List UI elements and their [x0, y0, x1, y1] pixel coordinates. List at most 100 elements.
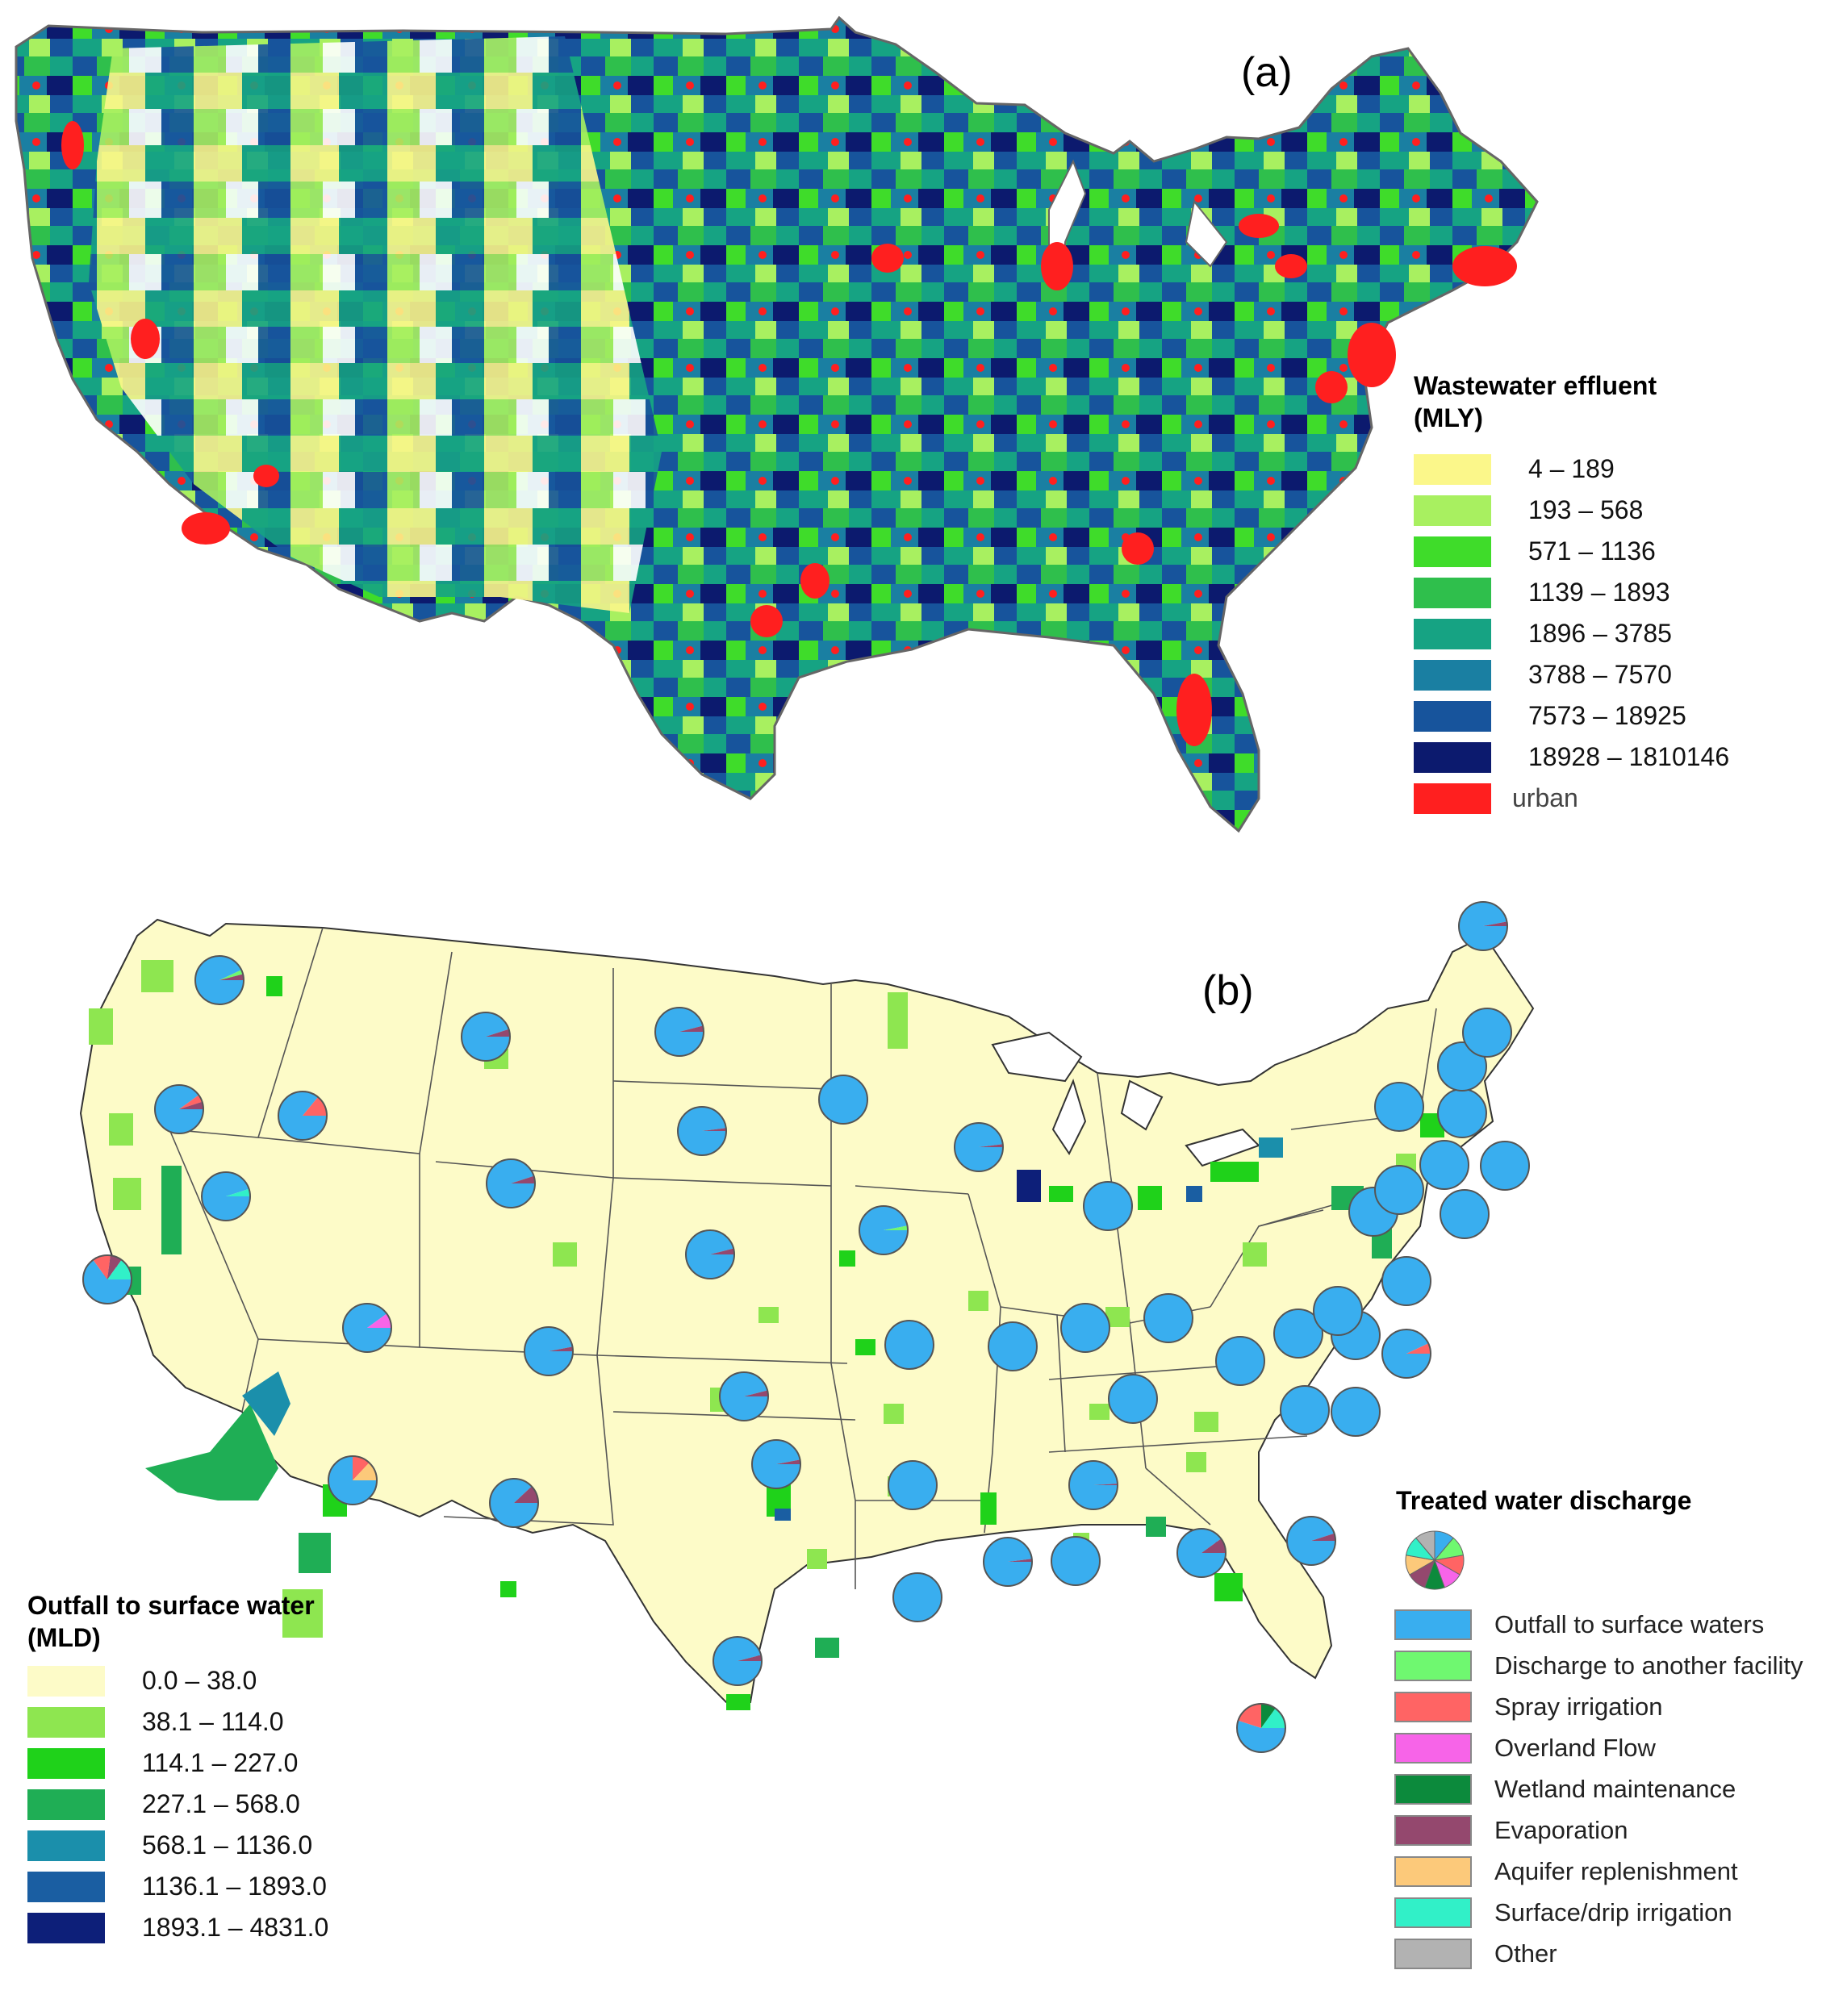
legend-treated-title: Treated water discharge [1396, 1486, 1692, 1515]
state-pie [1480, 1141, 1530, 1191]
state-pie [719, 1371, 769, 1421]
state-pie [342, 1303, 392, 1353]
pie-outline [1381, 1329, 1431, 1379]
pie-outline [685, 1229, 735, 1279]
legend-outfall-title-line1: Outfall to surface water [27, 1591, 315, 1620]
legend-a-title-line1: Wastewater effluent [1414, 371, 1657, 400]
legend-outfall-label: 568.1 – 1136.0 [142, 1830, 313, 1859]
state-pie [1419, 1140, 1469, 1190]
legend-a-swatch [1414, 783, 1491, 814]
pie-slice [1375, 1083, 1423, 1131]
legend-treated-item: Evaporation [1394, 1809, 1803, 1851]
pie-slice [678, 1107, 726, 1156]
state-pie [884, 1320, 934, 1370]
pie-outline [1215, 1336, 1265, 1386]
pie-slice [955, 1122, 1003, 1171]
legend-treated-swatch [1394, 1773, 1472, 1805]
pie-outline [983, 1537, 1033, 1587]
legend-a-swatch [1414, 495, 1491, 526]
legend-outfall: Outfall to surface water (MLD) 0.0 – 38.… [27, 1589, 328, 1948]
pie-slice [462, 1012, 510, 1062]
legend-outfall-label: 227.1 – 568.0 [142, 1789, 300, 1818]
state-pie [194, 955, 244, 1005]
legend-outfall-swatch [27, 1747, 105, 1779]
legend-treated-item: Aquifer replenishment [1394, 1851, 1803, 1892]
pie-slice [1274, 1309, 1323, 1358]
legend-outfall-swatch [27, 1789, 105, 1820]
state-pie [954, 1122, 1004, 1172]
pie-outline [677, 1106, 727, 1156]
legend-a-item: 193 – 568 [1414, 490, 1729, 531]
pie-outline [1440, 1189, 1490, 1239]
state-pie [461, 1012, 511, 1062]
panel-b-label: (b) [1202, 967, 1254, 1014]
state-pie [1068, 1460, 1118, 1510]
legend-a-item: 1139 – 1893 [1414, 572, 1729, 613]
pie-slice [1144, 1294, 1193, 1342]
pie-outline [1286, 1516, 1336, 1566]
legend-treated-swatch [1394, 1897, 1472, 1928]
legend-treated-item: Surface/drip irrigation [1394, 1892, 1803, 1933]
state-pie [328, 1455, 378, 1505]
pie-outline [1462, 1008, 1512, 1058]
pie-outline [1280, 1385, 1330, 1435]
state-pie [1215, 1336, 1265, 1386]
legend-a-item: 7573 – 18925 [1414, 695, 1729, 737]
pie-outline [1108, 1374, 1158, 1424]
pie-slice [1481, 1142, 1529, 1190]
legend-treated-item: Wetland maintenance [1394, 1768, 1803, 1809]
pie-outline [461, 1012, 511, 1062]
legend-treated-label: Surface/drip irrigation [1494, 1897, 1732, 1926]
pie-slice [744, 1390, 768, 1396]
map-a [15, 15, 1539, 833]
legend-outfall-title-line2: (MLD) [27, 1623, 101, 1652]
pie-slice [1440, 1190, 1489, 1238]
pie-outline [1236, 1703, 1286, 1753]
state-pie [1108, 1374, 1158, 1424]
pie-slice [1093, 1484, 1118, 1485]
pie-outline [1313, 1286, 1363, 1336]
pie-slice [303, 1096, 327, 1116]
state-pie [486, 1158, 536, 1208]
legend-treated-item: Outfall to surface waters [1394, 1604, 1803, 1645]
legend-a-swatch [1414, 618, 1491, 649]
state-pie [1381, 1256, 1431, 1306]
legend-outfall-item: 1136.1 – 1893.0 [27, 1866, 328, 1907]
legend-a-label: 1896 – 3785 [1528, 619, 1672, 648]
state-pie [1437, 1088, 1487, 1138]
legend-outfall-item: 1893.1 – 4831.0 [27, 1907, 328, 1948]
sample-pie-slice [1415, 1530, 1435, 1562]
state-pie [1280, 1385, 1330, 1435]
legend-outfall-item: 38.1 – 114.0 [27, 1701, 328, 1743]
legend-a-item: 4 – 189 [1414, 449, 1729, 490]
legend-outfall-label: 1136.1 – 1893.0 [142, 1872, 327, 1901]
legend-a-label: 7573 – 18925 [1528, 701, 1686, 730]
state-pie [1143, 1293, 1193, 1343]
pie-slice [1314, 1287, 1362, 1335]
legend-treated-swatch [1394, 1938, 1472, 1969]
pie-outline [1374, 1082, 1424, 1132]
state-pie [154, 1084, 204, 1134]
legend-treated-item: Spray irrigation [1394, 1686, 1803, 1727]
legend-a-swatch [1414, 659, 1491, 691]
state-pie [1273, 1309, 1323, 1359]
pie-slice [1406, 1343, 1431, 1354]
legend-a-label: 3788 – 7570 [1528, 660, 1672, 689]
legend-a-label: 193 – 568 [1528, 495, 1644, 524]
pie-outline [1143, 1293, 1193, 1343]
legend-treated-swatch [1394, 1609, 1472, 1640]
pie-slice [511, 1175, 535, 1183]
pie-slice [1331, 1388, 1380, 1436]
legend-outfall-swatch [27, 1871, 105, 1902]
legend-treated-label: Outfall to surface waters [1494, 1609, 1765, 1638]
west-region-a [89, 36, 662, 613]
legend-treated-swatch [1394, 1855, 1472, 1887]
pie-outline [954, 1122, 1004, 1172]
state-pie [201, 1171, 251, 1221]
state-pie [888, 1460, 938, 1510]
pie-slice [1382, 1257, 1431, 1305]
legend-outfall-item: 568.1 – 1136.0 [27, 1825, 328, 1866]
legend-treated-item: Discharge to another facility [1394, 1645, 1803, 1686]
legend-a-label: 1139 – 1893 [1528, 578, 1670, 607]
pie-slice [1068, 1460, 1118, 1509]
